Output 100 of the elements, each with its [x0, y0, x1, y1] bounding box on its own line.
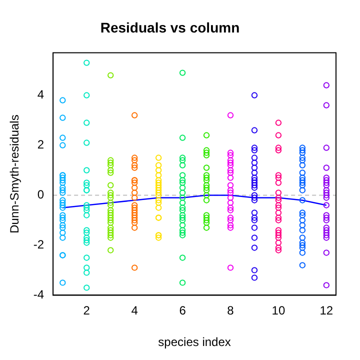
point [60, 114, 66, 121]
point [179, 230, 186, 236]
point [299, 150, 306, 156]
point [108, 192, 114, 198]
point [84, 237, 90, 244]
point [227, 187, 234, 194]
x-tick-label: 10 [272, 304, 286, 318]
point [251, 127, 258, 134]
point [323, 227, 330, 234]
point [179, 212, 186, 218]
point [227, 167, 234, 174]
point [179, 190, 186, 196]
point [84, 60, 90, 66]
point [275, 204, 282, 211]
point [108, 210, 114, 216]
point [131, 264, 138, 271]
point [60, 97, 66, 104]
point [299, 227, 306, 234]
point [108, 234, 114, 241]
point [155, 162, 162, 168]
point [203, 152, 210, 158]
point [84, 284, 90, 291]
point [227, 214, 234, 221]
point [155, 184, 162, 191]
point [108, 227, 114, 234]
point [227, 150, 234, 156]
point [323, 190, 330, 196]
point [227, 222, 234, 228]
point [227, 207, 234, 214]
point [203, 217, 210, 224]
point [179, 154, 186, 161]
point [155, 154, 162, 161]
point [323, 182, 330, 188]
point [323, 282, 330, 288]
point [60, 202, 66, 208]
point [323, 180, 330, 186]
point [84, 202, 90, 208]
point [203, 224, 210, 231]
point [275, 132, 282, 138]
point [131, 157, 138, 164]
point [251, 170, 258, 176]
point [84, 227, 90, 234]
point [227, 152, 234, 158]
point [84, 264, 90, 271]
point [251, 174, 258, 181]
point [203, 150, 210, 156]
point [179, 232, 186, 238]
point [131, 224, 138, 231]
point [179, 207, 186, 214]
point [60, 214, 66, 221]
point [251, 180, 258, 186]
point [323, 174, 330, 181]
point [108, 212, 114, 218]
point [155, 197, 162, 204]
point [179, 204, 186, 211]
point [275, 247, 282, 254]
point [155, 177, 162, 184]
point [299, 234, 306, 241]
point [203, 177, 210, 184]
point [131, 214, 138, 221]
point [60, 190, 66, 196]
point [203, 212, 210, 218]
y-tick-label: -4 [33, 288, 44, 302]
point [108, 157, 114, 164]
point [299, 144, 306, 151]
point [108, 170, 114, 176]
point [179, 177, 186, 184]
point [60, 187, 66, 194]
point [323, 177, 330, 184]
point [275, 234, 282, 241]
point [155, 200, 162, 206]
point [179, 70, 186, 76]
point [60, 230, 66, 236]
point [251, 210, 258, 216]
point [275, 174, 282, 181]
point [60, 174, 66, 181]
point [60, 177, 66, 184]
point [203, 214, 210, 221]
point [131, 112, 138, 118]
y-tick-label: 0 [37, 188, 44, 202]
point [155, 167, 162, 174]
point [275, 240, 282, 246]
point [227, 170, 234, 176]
point [251, 184, 258, 191]
point [275, 210, 282, 216]
point [323, 164, 330, 171]
point [131, 180, 138, 186]
point [251, 92, 258, 98]
point [84, 254, 90, 261]
point [251, 154, 258, 161]
point [323, 212, 330, 218]
point [155, 182, 162, 188]
point [299, 154, 306, 161]
y-axis-title: Dunn-Smyth-residuals [8, 114, 22, 234]
point [323, 230, 330, 236]
point [84, 140, 90, 146]
point [179, 200, 186, 206]
point [179, 194, 186, 201]
point [60, 134, 66, 141]
point [275, 232, 282, 238]
